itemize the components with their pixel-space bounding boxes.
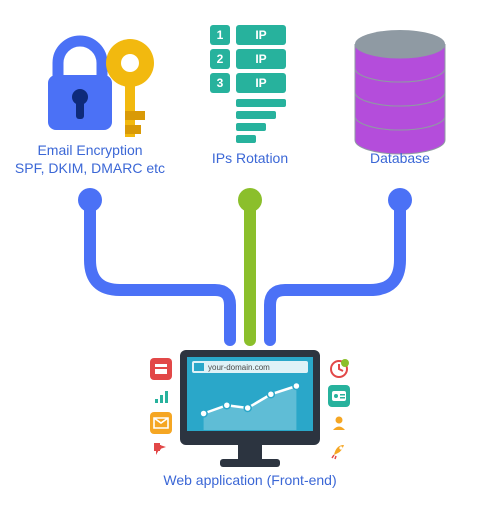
rocket-icon bbox=[328, 439, 350, 461]
mail-icon bbox=[150, 412, 172, 434]
megaphone-icon bbox=[150, 439, 172, 461]
user-icon bbox=[328, 412, 350, 434]
connector-left bbox=[90, 200, 230, 340]
ips-icon: 1 IP 2 IP 3 IP bbox=[210, 25, 286, 143]
stats-icon bbox=[150, 385, 172, 407]
idcard-icon bbox=[328, 385, 350, 407]
clock-icon bbox=[328, 358, 350, 380]
encryption-icon bbox=[48, 39, 154, 137]
svg-text:1: 1 bbox=[217, 28, 224, 42]
webapp-monitor: your-domain.com bbox=[180, 350, 320, 467]
connector-right bbox=[270, 200, 400, 340]
svg-text:IP: IP bbox=[255, 52, 266, 66]
svg-text:3: 3 bbox=[217, 76, 224, 90]
database-icon bbox=[355, 30, 445, 154]
news-icon bbox=[150, 358, 172, 380]
svg-text:your-domain.com: your-domain.com bbox=[208, 363, 270, 372]
svg-text:IP: IP bbox=[255, 28, 266, 42]
svg-text:2: 2 bbox=[217, 52, 224, 66]
svg-text:IP: IP bbox=[255, 76, 266, 90]
